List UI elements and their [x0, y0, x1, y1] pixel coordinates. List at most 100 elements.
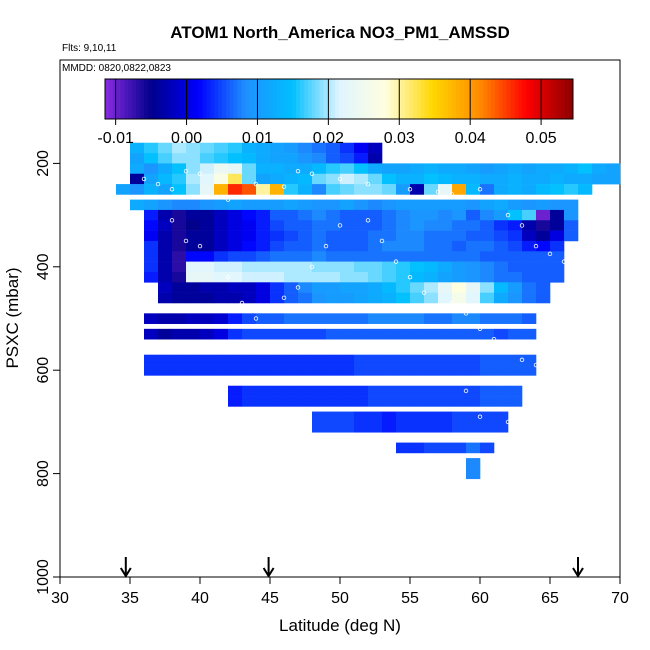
heatmap-cell: [326, 220, 341, 231]
heatmap-cell: [144, 271, 159, 283]
heatmap-cell: [340, 240, 355, 252]
colorbar-segment: [136, 79, 141, 119]
heatmap-cell: [312, 163, 327, 175]
heatmap-cell: [256, 282, 271, 293]
heatmap-cell: [480, 385, 495, 397]
heatmap-cell: [480, 220, 495, 231]
heatmap-cell: [480, 173, 495, 185]
colorbar-segment: [155, 79, 161, 119]
heatmap-cell: [172, 173, 187, 185]
flights-note: Flts: 9,10,11: [62, 43, 117, 54]
heatmap-cell: [438, 209, 453, 221]
heatmap-cell: [550, 240, 565, 252]
heatmap-cell: [242, 385, 257, 397]
heatmap-cell: [200, 354, 215, 366]
heatmap-cell: [396, 230, 411, 242]
heatmap-cell: [312, 271, 327, 283]
heatmap-cell: [466, 385, 481, 397]
heatmap-cell: [410, 442, 425, 454]
heatmap-cell: [130, 184, 145, 195]
heatmap-cell: [508, 365, 523, 376]
heatmap-cell: [228, 271, 243, 283]
heatmap-cell: [326, 292, 341, 304]
heatmap-cell: [508, 163, 523, 175]
heatmap-cell: [452, 421, 467, 433]
heatmap-cell: [424, 385, 439, 397]
heatmap-cell: [382, 282, 397, 293]
heatmap-cell: [592, 173, 607, 185]
sample-point: [183, 168, 189, 174]
heatmap-cell: [340, 421, 355, 433]
heatmap-cell: [382, 230, 397, 242]
heatmap-cell: [340, 385, 355, 397]
heatmap-cell: [480, 396, 495, 407]
heatmap-cell: [242, 313, 257, 324]
heatmap-cell: [508, 220, 523, 231]
colorbar-segment: [288, 79, 293, 119]
flight-marker-arrowhead: [262, 567, 275, 578]
heatmap-cell: [312, 385, 327, 397]
heatmap-cell: [158, 163, 173, 175]
heatmap-cell: [284, 328, 299, 340]
heatmap-cell: [480, 411, 495, 423]
heatmap-cell: [298, 209, 313, 221]
heatmap-cell: [172, 251, 187, 262]
colorbar-segment: [428, 79, 434, 119]
heatmap-cell: [200, 153, 215, 164]
heatmap-cell: [242, 251, 257, 262]
heatmap-cell: [214, 354, 229, 366]
sample-point: [225, 274, 231, 280]
heatmap-cell: [200, 261, 215, 273]
heatmap-cell: [354, 282, 369, 293]
heatmap-cell: [368, 251, 383, 262]
heatmap-cell: [312, 292, 327, 304]
heatmap-cell: [340, 396, 355, 407]
heatmap-cell: [256, 230, 271, 242]
heatmap-cell: [158, 251, 173, 262]
heatmap-cell: [200, 292, 215, 304]
heatmap-cell: [466, 282, 481, 293]
heatmap-cell: [424, 240, 439, 252]
y-tick-label: 200: [35, 150, 52, 177]
heatmap-cell: [256, 173, 271, 185]
heatmap-cell: [116, 184, 131, 195]
colorbar-segment: [144, 79, 149, 119]
heatmap-cell: [270, 142, 285, 154]
sample-point: [477, 187, 483, 192]
heatmap-cell: [242, 199, 257, 211]
heatmap-cell: [410, 173, 425, 185]
heatmap-cell: [424, 251, 439, 262]
heatmap-cell: [256, 220, 271, 231]
sample-point: [337, 176, 343, 182]
heatmap-cell: [214, 251, 229, 262]
heatmap-cell: [410, 282, 425, 293]
heatmap-cell: [452, 365, 467, 376]
heatmap-cell: [298, 153, 313, 164]
heatmap-cell: [438, 163, 453, 175]
heatmap-cell: [298, 230, 313, 242]
colorbar-segment: [514, 79, 519, 119]
heatmap-cell: [424, 411, 439, 423]
heatmap-cell: [382, 220, 397, 231]
colorbar-segment: [479, 79, 484, 119]
heatmap-cell: [396, 184, 411, 195]
heatmap-cell: [522, 292, 537, 304]
heatmap-cell: [466, 209, 481, 221]
heatmap-cell: [438, 385, 453, 397]
heatmap-cell: [340, 411, 355, 423]
heatmap-cell: [466, 411, 481, 423]
heatmap-cell: [536, 240, 551, 252]
heatmap-cell: [396, 271, 411, 283]
heatmap-cell: [410, 421, 425, 433]
heatmap-cell: [256, 163, 271, 175]
heatmap-cell: [452, 209, 467, 221]
colorbar-segment: [339, 79, 344, 119]
heatmap-cell: [382, 271, 397, 283]
heatmap-cell: [256, 396, 271, 407]
heatmap-cell: [214, 313, 229, 324]
colorbar-segment: [108, 79, 114, 119]
colorbar-segment: [280, 79, 285, 119]
colorbar-segment: [132, 79, 137, 119]
x-tick-label: 30: [51, 590, 69, 607]
